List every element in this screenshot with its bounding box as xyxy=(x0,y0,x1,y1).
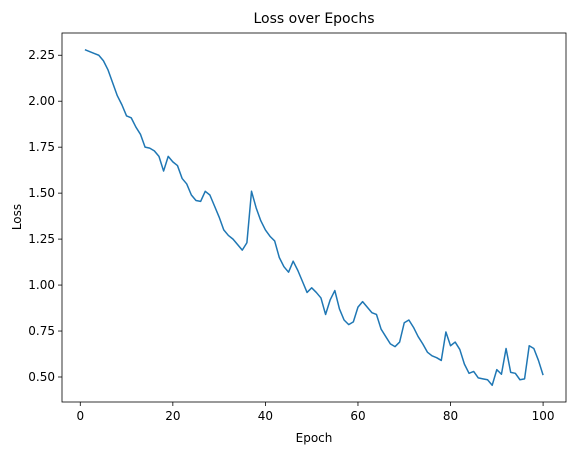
x-tick-label: 80 xyxy=(443,409,458,423)
y-tick-label: 1.50 xyxy=(28,186,55,200)
x-tick-label: 0 xyxy=(76,409,84,423)
chart-title: Loss over Epochs xyxy=(254,11,375,27)
y-axis-label: Loss xyxy=(10,204,24,230)
x-tick-label: 60 xyxy=(350,409,365,423)
x-axis-label: Epoch xyxy=(296,431,333,445)
y-tick-label: 1.00 xyxy=(28,278,55,292)
x-tick-label: 20 xyxy=(165,409,180,423)
y-tick-label: 0.75 xyxy=(28,324,55,338)
y-tick-label: 0.50 xyxy=(28,370,55,384)
y-tick-label: 1.75 xyxy=(28,140,55,154)
loss-line xyxy=(84,49,544,387)
y-tick-label: 2.00 xyxy=(28,94,55,108)
x-tick-label: 40 xyxy=(258,409,273,423)
y-tick-label: 2.25 xyxy=(28,48,55,62)
x-tick-label: 100 xyxy=(532,409,555,423)
y-tick-label: 1.25 xyxy=(28,232,55,246)
plot-frame xyxy=(61,32,567,403)
